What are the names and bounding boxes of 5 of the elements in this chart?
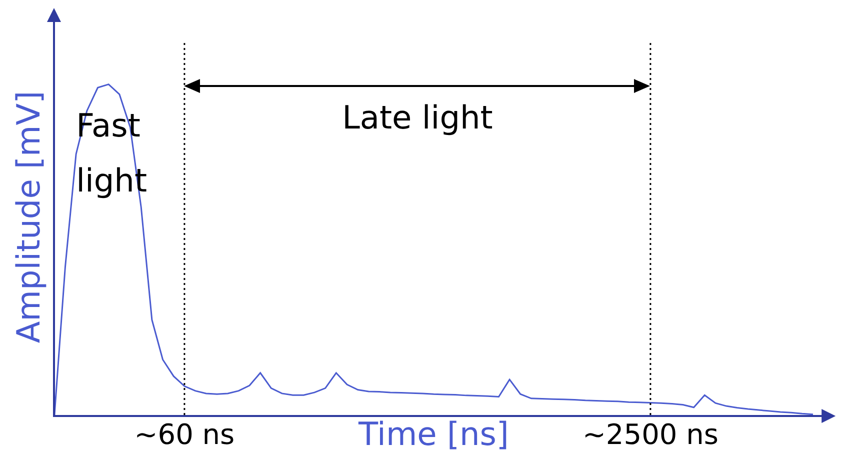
annotation: Late light xyxy=(342,98,493,136)
y-axis-title: Amplitude [mV] xyxy=(10,90,48,344)
x-axis-title: Time [ns] xyxy=(357,415,509,454)
x-tick-label: ~2500 ns xyxy=(582,418,718,452)
x-tick-label: ~60 ns xyxy=(134,418,235,452)
